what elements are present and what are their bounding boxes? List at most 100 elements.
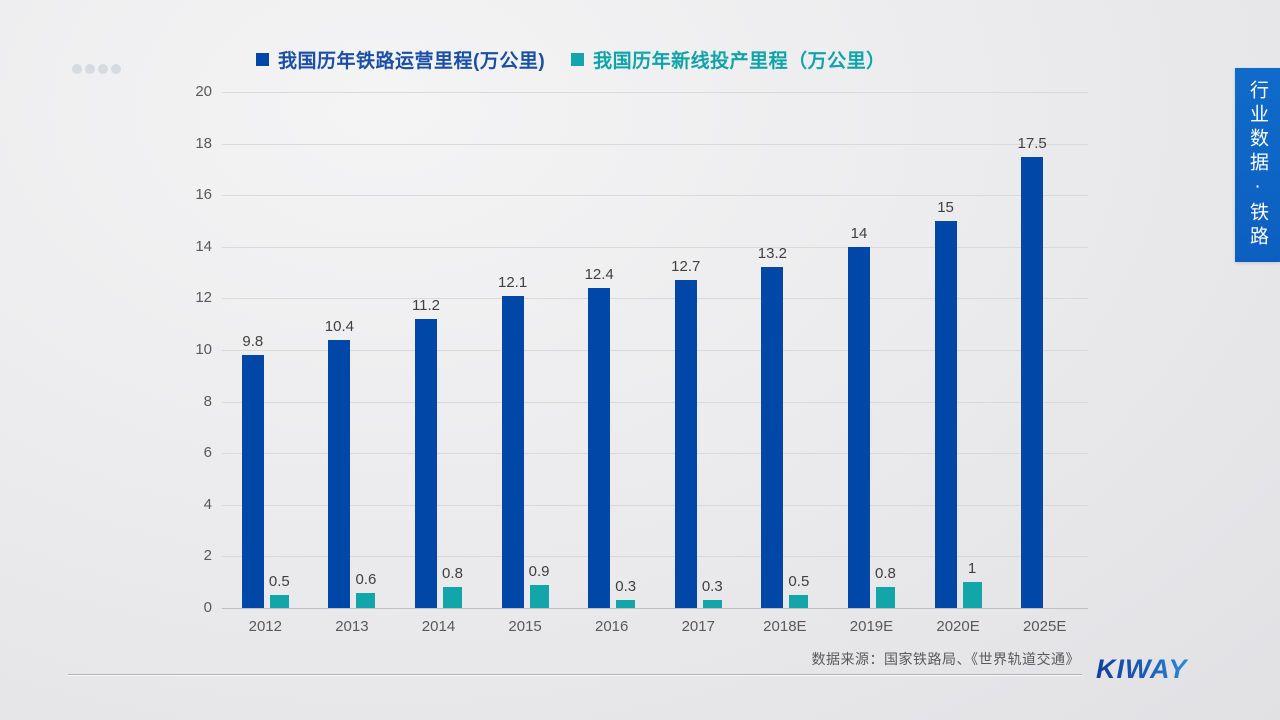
- x-axis-tick-label: 2014: [421, 618, 456, 635]
- bar-group-2017: 12.7 0.3: [655, 92, 742, 608]
- bar-value-label: 12.7: [671, 258, 701, 276]
- bar-slot: 15: [934, 92, 957, 608]
- bar-series-0-2012: [241, 355, 264, 608]
- bar-series-0-2013: [328, 339, 351, 608]
- bar-series-1-2013: [356, 592, 376, 608]
- bar-slot: [1049, 92, 1068, 608]
- bar-series-1-2014: [442, 587, 462, 608]
- bar-slot: 0.8: [875, 92, 896, 608]
- bar-value-label: 11.2: [411, 297, 441, 315]
- bar-value-label: 0.6: [355, 570, 377, 588]
- x-axis-tick-label: 2018E: [763, 618, 807, 635]
- bar-series-0-2017: [674, 280, 697, 608]
- gridline: [222, 298, 1088, 300]
- bar-value-label: 12.4: [584, 266, 614, 284]
- bar-value-label: 13.2: [757, 245, 787, 263]
- plot-area: 9.8 0.5 10.4 0.6 11.2 0.8 12.1 0.9 12.4 0.3 12.7 0.…: [222, 92, 1088, 608]
- bar-slot: 0.8: [442, 92, 463, 608]
- bar-value-label: 9.8: [242, 333, 264, 351]
- bar-series-0-2025E: [1021, 156, 1044, 608]
- gridline: [222, 92, 1088, 93]
- gridline: [222, 401, 1088, 403]
- y-axis-tick-label: 14: [195, 237, 212, 255]
- bar-group-2020E: 15 1: [915, 92, 1002, 608]
- y-axis-tick-label: 2: [203, 547, 212, 565]
- bar-group-2019E: 14 0.8: [828, 92, 915, 608]
- gridline: [222, 246, 1088, 248]
- legend-swatch-blue-icon: [256, 53, 269, 66]
- bar-slot: 10.4: [325, 92, 354, 608]
- bar-slot: 13.2: [758, 92, 787, 608]
- bar-group-2016: 12.4 0.3: [568, 92, 655, 608]
- x-axis-tick-label: 2020E: [936, 618, 980, 635]
- bar-slot: 11.2: [411, 92, 441, 608]
- bar-series-0-2016: [588, 288, 611, 608]
- bar-slot: 0.5: [788, 92, 810, 608]
- bar-value-label: 1: [967, 560, 977, 578]
- side-banner-text: 行业数据·铁路: [1247, 80, 1268, 250]
- x-axis-tick-label: 2017: [681, 618, 715, 635]
- x-axis-tick-label: 2025E: [1022, 618, 1067, 635]
- bar-value-label: 0.5: [788, 573, 810, 591]
- dot: [111, 64, 121, 74]
- bar-slot: 0.6: [355, 92, 377, 608]
- x-axis-tick-label: 2015: [508, 618, 542, 635]
- gridline: [222, 608, 1088, 609]
- bar-slot: 17.5: [1018, 92, 1047, 608]
- bar-value-label: 12.1: [497, 273, 528, 291]
- bar-group-2013: 10.4 0.6: [309, 92, 396, 608]
- bar-group-2012: 9.8 0.5: [222, 92, 309, 608]
- bar-value-label: 0.3: [615, 578, 637, 596]
- y-axis-tick-label: 10: [195, 341, 212, 358]
- y-axis-tick-label: 8: [203, 392, 212, 410]
- y-axis-tick-label: 12: [195, 289, 212, 307]
- y-axis-tick-label: 16: [195, 186, 212, 204]
- gridline: [222, 195, 1088, 197]
- x-axis-tick-label: 2012: [248, 618, 282, 635]
- bar-slot: 9.8: [241, 92, 264, 608]
- bar-value-label: 10.4: [324, 317, 354, 335]
- bar-slot: 14: [847, 92, 870, 608]
- bar-value-label: 0.3: [701, 578, 723, 596]
- x-axis-tick-label: 2013: [335, 618, 369, 635]
- side-banner: 行业数据·铁路: [1235, 68, 1280, 262]
- source-note: 数据来源：国家铁路局、《世界轨道交通》: [811, 651, 1080, 667]
- bar-slot: 0.9: [529, 92, 550, 608]
- y-axis-tick-label: 18: [195, 134, 212, 152]
- gridline: [222, 453, 1088, 455]
- bar-series-1-2019E: [875, 587, 895, 608]
- legend-item-new-line-mileage: 我国历年新线投产里程（万公里）: [571, 46, 886, 73]
- gridline: [222, 556, 1088, 558]
- y-axis-tick-label: 20: [195, 83, 212, 100]
- dot: [98, 64, 108, 74]
- brand-logo: KIWAY: [1096, 654, 1188, 684]
- gridline: [222, 143, 1088, 145]
- bar-series-1-2020E: [962, 582, 982, 608]
- bar-value-label: 17.5: [1017, 134, 1047, 152]
- footer-divider: [68, 674, 1082, 675]
- bar-slot: 12.7: [671, 92, 700, 608]
- bar-group-2018E: 13.2 0.5: [742, 92, 829, 608]
- bar-group-2014: 11.2 0.8: [395, 92, 482, 608]
- bar-series-1-2012: [269, 595, 289, 608]
- bar-slot: 12.4: [585, 92, 614, 608]
- bar-series-0-2015: [501, 295, 524, 608]
- bar-slot: 0.5: [268, 92, 290, 608]
- bar-slot: 12.1: [498, 92, 527, 608]
- chart-legend: 我国历年铁路运营里程(万公里) 我国历年新线投产里程（万公里）: [256, 46, 886, 73]
- bar-slot: 0.3: [615, 92, 637, 608]
- bar-value-label: 0.8: [442, 565, 463, 583]
- bar-value-label: 0.5: [268, 573, 290, 591]
- x-axis-labels: 2012 2013 2014 2015 2016 2017 2018E 2019E 2020E 2…: [222, 618, 1088, 635]
- y-axis-tick-label: 6: [203, 444, 212, 462]
- bar-series-1-2018E: [789, 595, 809, 608]
- bar-series-0-2020E: [934, 221, 957, 608]
- gridline: [222, 350, 1088, 351]
- bar-series-0-2014: [414, 319, 437, 608]
- bar-slot: 1: [962, 92, 982, 608]
- bar-group-2015: 12.1 0.9: [482, 92, 569, 608]
- gridline: [222, 504, 1088, 506]
- x-axis-tick-label: 2019E: [849, 618, 894, 635]
- bar-series-1-2017: [702, 600, 722, 608]
